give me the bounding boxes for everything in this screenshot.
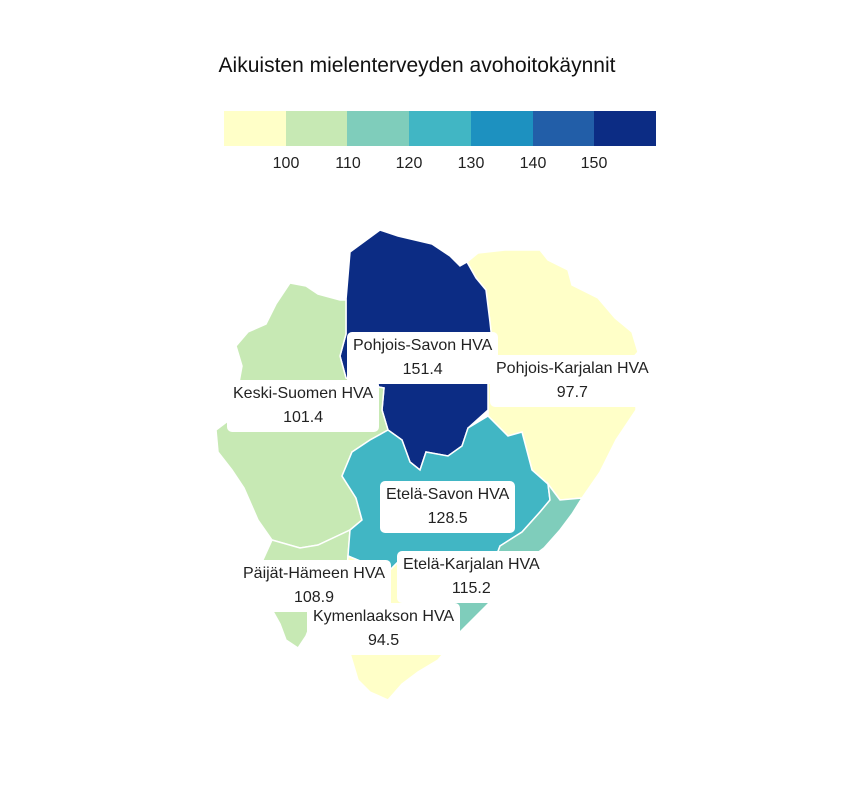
legend-tick: 150 xyxy=(580,155,608,172)
region-label: Pohjois-Savon HVA 151.4 xyxy=(347,332,499,384)
region-label-name: Pohjois-Karjalan HVA xyxy=(496,360,649,377)
region-label-value: 94.5 xyxy=(367,632,400,649)
region-label: Keski-Suomen HVA 101.4 xyxy=(227,380,380,432)
region-label: Kymenlaakson HVA 94.5 xyxy=(307,603,461,655)
legend-swatch xyxy=(470,111,533,146)
region-label-value: 151.4 xyxy=(402,361,443,378)
region-label-name: Pohjois-Savon HVA xyxy=(353,337,493,354)
map-title: Aikuisten mielenterveyden avohoitokäynni… xyxy=(218,54,616,77)
legend-tick: 110 xyxy=(335,155,361,172)
region-label-name: Etelä-Savon HVA xyxy=(386,486,510,503)
legend-swatch xyxy=(409,111,471,146)
color-legend xyxy=(224,111,657,146)
region-label-value: 128.5 xyxy=(427,510,468,527)
region-label-name: Keski-Suomen HVA xyxy=(233,385,374,402)
legend-tick: 140 xyxy=(519,155,547,172)
legend-tick: 130 xyxy=(457,155,485,172)
legend-tick: 100 xyxy=(272,155,300,172)
legend-swatch xyxy=(347,111,410,146)
region-label-name: Kymenlaakson HVA xyxy=(313,608,455,625)
region-label-name: Päijät-Hämeen HVA xyxy=(243,565,385,582)
legend-swatch xyxy=(532,111,595,146)
legend-swatch xyxy=(594,111,657,146)
region-label-value: 108.9 xyxy=(293,589,335,606)
legend-swatch xyxy=(224,111,286,146)
region-label-value: 101.4 xyxy=(283,409,324,426)
region-label: Etelä-Savon HVA 128.5 xyxy=(380,481,516,533)
legend-swatch xyxy=(285,111,348,146)
region-label-value: 97.7 xyxy=(556,384,588,401)
region-label-value: 115.2 xyxy=(451,580,491,597)
region-label: Pohjois-Karjalan HVA 97.7 xyxy=(490,355,655,407)
legend-tick: 120 xyxy=(395,155,423,172)
region-label: Etelä-Karjalan HVA 115.2 xyxy=(397,551,546,603)
region-label-name: Etelä-Karjalan HVA xyxy=(403,556,540,573)
